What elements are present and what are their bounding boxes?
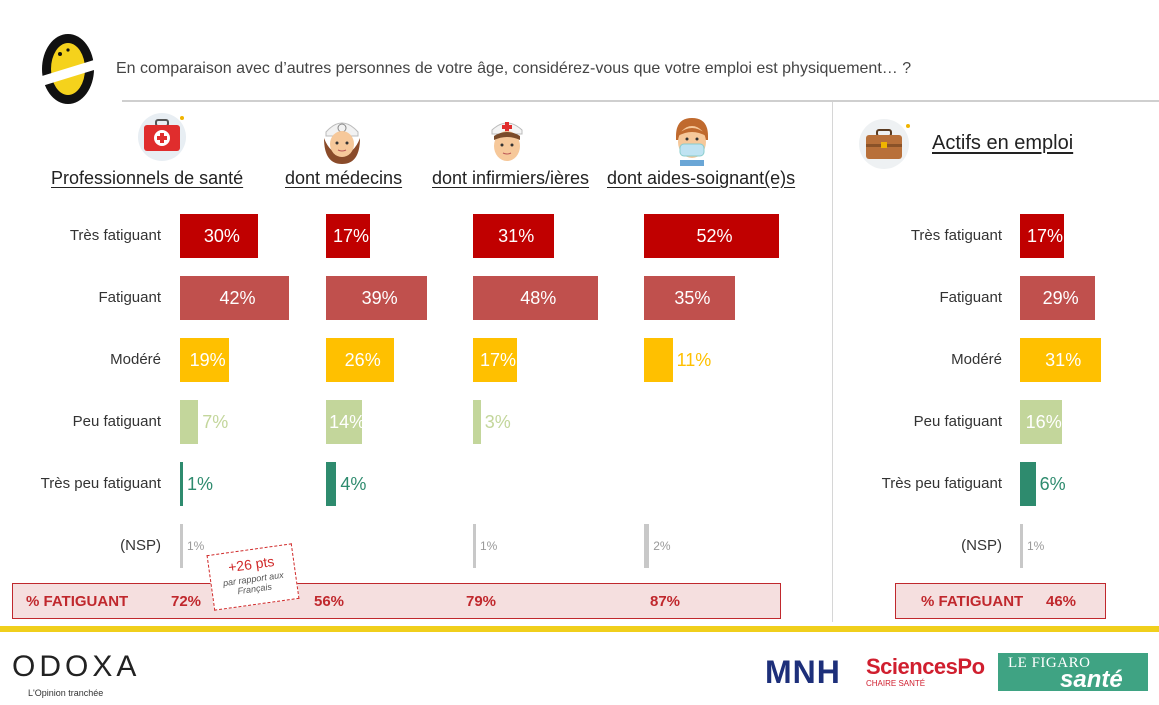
bar-label-aides-soignants-tres-fatiguant: 52% bbox=[696, 226, 733, 246]
odoxa-logo-icon bbox=[42, 34, 94, 104]
nurse-icon bbox=[491, 122, 523, 161]
bar-label-professionnels-modere: 19% bbox=[189, 350, 226, 370]
bar-infirmiers-tres-fatiguant bbox=[473, 214, 554, 258]
total-actifs: 46% bbox=[1046, 593, 1077, 610]
bar-professionnels-peu-fatiguant bbox=[180, 400, 199, 444]
bar-label-actifs-tres-peu-fatiguant: 6% bbox=[1039, 474, 1066, 494]
footer-accent-line bbox=[0, 626, 1159, 632]
figaro-logo-bottom: santé bbox=[1060, 666, 1123, 693]
odoxa-logo: ODOXA bbox=[12, 650, 141, 683]
bar-label-medecins-tres-fatiguant: 17% bbox=[332, 226, 369, 246]
question-title: En comparaison avec d’autres personnes d… bbox=[116, 60, 912, 77]
bar-label-actifs-tres-fatiguant: 17% bbox=[1026, 226, 1063, 246]
row-label-tres-peu-fatiguant-actifs: Très peu fatiguant bbox=[881, 475, 1002, 492]
bar-label-professionnels-tres-peu-fatiguant: 1% bbox=[187, 474, 214, 494]
sciencespo-logo: SciencesPo bbox=[866, 654, 985, 679]
group-title-aides-soignants: dont aides-soignant(e)s bbox=[607, 168, 796, 188]
bar-professionnels-tres-peu-fatiguant bbox=[180, 462, 183, 506]
total-row-box bbox=[12, 583, 781, 619]
bar-label-medecins-fatiguant: 39% bbox=[361, 288, 398, 308]
odoxa-tagline: L'Opinion tranchée bbox=[28, 688, 104, 698]
figaro-sante-logo: LE FIGARO santé bbox=[998, 653, 1148, 693]
bar-aides-soignants-tres-fatiguant bbox=[644, 214, 780, 258]
bar-professionnels-modere bbox=[180, 338, 230, 382]
bar-aides-soignants-modere bbox=[644, 338, 673, 382]
bar-aides-soignants-fatiguant bbox=[644, 276, 735, 320]
row-label-tres-fatiguant-actifs: Très fatiguant bbox=[910, 227, 1002, 244]
row-label-nsp-actifs: (NSP) bbox=[961, 537, 1002, 554]
bar-label-infirmiers-modere: 17% bbox=[479, 350, 516, 370]
bar-label-infirmiers-nsp: 1% bbox=[480, 539, 498, 553]
group-title-medecins: dont médecins bbox=[285, 168, 403, 188]
row-label-modere-actifs: Modéré bbox=[951, 351, 1002, 368]
bar-label-actifs-peu-fatiguant: 16% bbox=[1025, 412, 1062, 432]
group-title-infirmiers: dont infirmiers/ières bbox=[432, 168, 590, 188]
bar-infirmiers-fatiguant bbox=[473, 276, 598, 320]
bar-actifs-fatiguant bbox=[1020, 276, 1096, 320]
bar-label-medecins-modere: 26% bbox=[344, 350, 381, 370]
first-aid-kit-icon bbox=[138, 113, 186, 161]
section-divider bbox=[832, 102, 833, 622]
bar-label-professionnels-peu-fatiguant: 7% bbox=[202, 412, 229, 432]
total-professionnels: 72% bbox=[171, 593, 202, 610]
row-label-peu-fatiguant-actifs: Peu fatiguant bbox=[913, 413, 1002, 430]
mnh-logo: MNH bbox=[765, 654, 841, 690]
row-label-tres-fatiguant: Très fatiguant bbox=[69, 227, 161, 244]
bar-professionnels-nsp bbox=[180, 524, 183, 568]
bar-infirmiers-nsp bbox=[473, 524, 476, 568]
bar-actifs-nsp bbox=[1020, 524, 1023, 568]
total-actifs-box bbox=[895, 583, 1106, 619]
masked-caregiver-icon bbox=[676, 118, 708, 166]
figaro-logo-top: LE FIGARO bbox=[1008, 655, 1091, 671]
bar-label-infirmiers-fatiguant: 48% bbox=[520, 288, 557, 308]
bar-label-aides-soignants-fatiguant: 35% bbox=[674, 288, 711, 308]
bar-infirmiers-peu-fatiguant bbox=[473, 400, 481, 444]
total-actifs-label: % FATIGUANT bbox=[921, 593, 1024, 610]
group-title-actifs: Actifs en emploi bbox=[932, 132, 1074, 154]
row-label-fatiguant-actifs: Fatiguant bbox=[939, 289, 1002, 306]
total-infirmiers: 79% bbox=[466, 593, 497, 610]
bar-professionnels-fatiguant bbox=[180, 276, 290, 320]
bar-actifs-peu-fatiguant bbox=[1020, 400, 1062, 444]
bar-label-infirmiers-peu-fatiguant: 3% bbox=[484, 412, 511, 432]
group-title-professionnels: Professionnels de santé bbox=[51, 168, 244, 188]
bar-label-actifs-nsp: 1% bbox=[1027, 539, 1045, 553]
bar-aides-soignants-nsp bbox=[644, 524, 650, 568]
bar-label-aides-soignants-nsp: 2% bbox=[653, 539, 671, 553]
row-label-tres-peu-fatiguant: Très peu fatiguant bbox=[40, 475, 161, 492]
bar-label-medecins-tres-peu-fatiguant: 4% bbox=[340, 474, 367, 494]
bar-label-infirmiers-tres-fatiguant: 31% bbox=[498, 226, 535, 246]
row-label-fatiguant: Fatiguant bbox=[98, 289, 161, 306]
bar-label-actifs-fatiguant: 29% bbox=[1042, 288, 1079, 308]
row-label-nsp: (NSP) bbox=[120, 537, 161, 554]
sciencespo-subtitle: CHAIRE SANTÉ bbox=[866, 679, 926, 688]
bar-professionnels-tres-fatiguant bbox=[180, 214, 258, 258]
bar-medecins-fatiguant bbox=[326, 276, 428, 320]
bar-label-professionnels-nsp: 1% bbox=[187, 539, 205, 553]
bar-actifs-modere bbox=[1020, 338, 1101, 382]
bar-label-professionnels-fatiguant: 42% bbox=[219, 288, 256, 308]
total-medecins: 56% bbox=[314, 593, 345, 610]
bar-actifs-tres-fatiguant bbox=[1020, 214, 1065, 258]
bar-label-aides-soignants-modere: 11% bbox=[676, 350, 712, 370]
comparison-note: +26 pts par rapport aux Français bbox=[206, 543, 300, 611]
bar-infirmiers-modere bbox=[473, 338, 518, 382]
bar-medecins-tres-peu-fatiguant bbox=[326, 462, 337, 506]
doctor-icon bbox=[324, 122, 360, 164]
bar-medecins-modere bbox=[326, 338, 394, 382]
total-row-label: % FATIGUANT bbox=[26, 593, 129, 610]
header-divider bbox=[122, 100, 1159, 102]
briefcase-icon bbox=[859, 119, 910, 169]
bar-medecins-peu-fatiguant bbox=[326, 400, 363, 444]
row-label-modere: Modéré bbox=[110, 351, 161, 368]
row-label-peu-fatiguant: Peu fatiguant bbox=[72, 413, 161, 430]
bar-label-professionnels-tres-fatiguant: 30% bbox=[203, 226, 240, 246]
total-aides-soignants: 87% bbox=[650, 593, 681, 610]
bar-medecins-tres-fatiguant bbox=[326, 214, 371, 258]
bar-actifs-tres-peu-fatiguant bbox=[1020, 462, 1036, 506]
bar-label-actifs-modere: 31% bbox=[1045, 350, 1082, 370]
bar-label-medecins-peu-fatiguant: 14% bbox=[329, 412, 366, 432]
